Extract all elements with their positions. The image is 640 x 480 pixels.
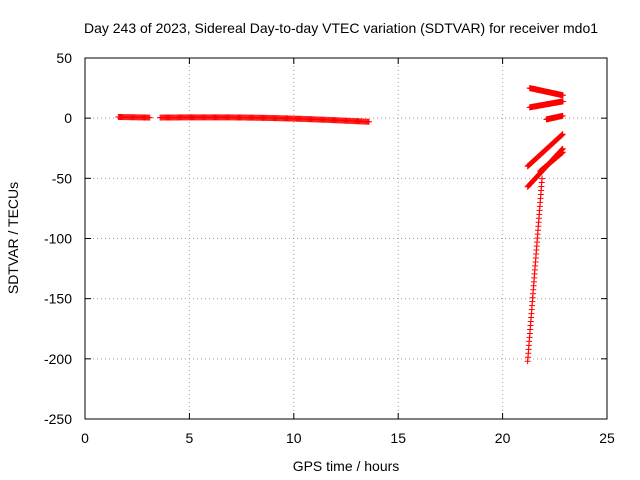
data-point-366 xyxy=(559,112,566,119)
data-point-423 xyxy=(559,131,566,138)
data-point-422 xyxy=(559,131,566,138)
x-axis-label: GPS time / hours xyxy=(293,458,400,474)
data-points xyxy=(115,85,566,365)
y-tick-label-4: -150 xyxy=(44,291,72,307)
x-tick-label-1: 5 xyxy=(186,430,194,446)
y-tick-label-1: 0 xyxy=(64,110,72,126)
data-point-231 xyxy=(365,118,372,125)
y-tick-label-5: -200 xyxy=(44,351,72,367)
x-tick-label-3: 15 xyxy=(390,430,406,446)
data-point-339 xyxy=(559,98,566,105)
data-point-515 xyxy=(558,150,565,157)
grid xyxy=(85,58,607,419)
y-tick-label-3: -100 xyxy=(44,231,72,247)
y-tick-label-6: -250 xyxy=(44,411,72,427)
data-point-516 xyxy=(559,149,566,156)
chart-title: Day 243 of 2023, Sidereal Day-to-day VTE… xyxy=(84,20,598,36)
y-tick-label-2: -50 xyxy=(52,170,72,186)
data-point-517 xyxy=(559,149,566,156)
y-tick-label-0: 50 xyxy=(56,50,72,66)
x-tick-label-5: 25 xyxy=(599,430,615,446)
data-point-30 xyxy=(146,114,153,121)
data-point-285 xyxy=(559,92,566,99)
axis-ticks: 0 5 10 15 20 25 50 0 -50 -100 -150 -200 -250 xyxy=(44,50,615,446)
y-axis-label: SDTVAR / TECUs xyxy=(5,182,21,294)
x-tick-label-0: 0 xyxy=(81,430,89,446)
x-tick-label-4: 20 xyxy=(495,430,511,446)
x-tick-label-2: 10 xyxy=(286,430,302,446)
data-point-421 xyxy=(558,132,565,139)
data-point-564 xyxy=(539,175,546,182)
